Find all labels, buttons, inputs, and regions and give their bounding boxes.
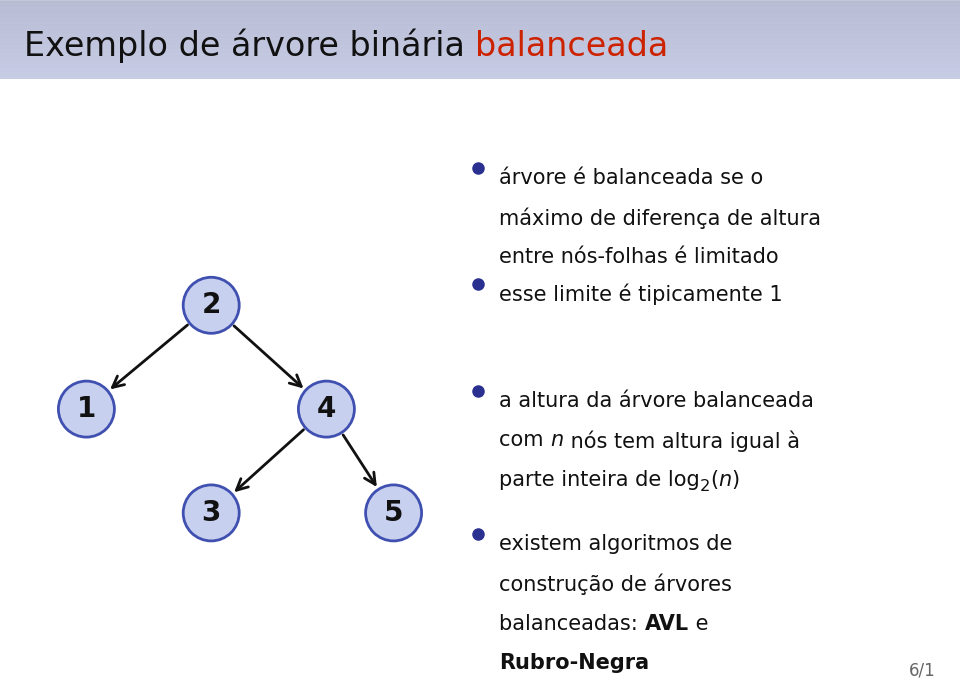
Text: a altura da árvore balanceada: a altura da árvore balanceada — [499, 391, 814, 411]
Ellipse shape — [59, 381, 114, 437]
Text: 4: 4 — [317, 395, 336, 423]
Text: Rubro-Negra: Rubro-Negra — [499, 653, 649, 673]
Text: árvore é balanceada se o: árvore é balanceada se o — [499, 168, 763, 188]
Ellipse shape — [366, 485, 421, 541]
Text: 6/1: 6/1 — [909, 661, 936, 679]
Text: n: n — [550, 431, 564, 451]
Text: construção de árvores: construção de árvores — [499, 574, 732, 595]
Text: ): ) — [732, 470, 740, 490]
Text: balanceada: balanceada — [475, 30, 669, 63]
Text: 5: 5 — [384, 499, 403, 527]
Text: existem algoritmos de: existem algoritmos de — [499, 534, 732, 554]
Ellipse shape — [183, 485, 239, 541]
Text: (: ( — [710, 470, 718, 490]
Text: 1: 1 — [77, 395, 96, 423]
Text: máximo de diferença de altura: máximo de diferença de altura — [499, 208, 821, 229]
Text: esse limite é tipicamente 1: esse limite é tipicamente 1 — [499, 284, 782, 306]
Text: e: e — [688, 613, 708, 633]
Text: entre nós-folhas é limitado: entre nós-folhas é limitado — [499, 247, 779, 267]
Text: AVL: AVL — [644, 613, 688, 633]
Text: parte inteira de log: parte inteira de log — [499, 470, 700, 490]
Text: balanceadas:: balanceadas: — [499, 613, 644, 633]
Text: nós tem altura igual à: nós tem altura igual à — [564, 431, 800, 452]
Text: com: com — [499, 431, 550, 451]
Text: 2: 2 — [202, 291, 221, 319]
Ellipse shape — [183, 277, 239, 333]
Text: 3: 3 — [202, 499, 221, 527]
Text: n: n — [718, 470, 732, 490]
Text: Exemplo de árvore binária: Exemplo de árvore binária — [24, 29, 475, 63]
Text: 2: 2 — [700, 480, 710, 494]
Ellipse shape — [299, 381, 354, 437]
